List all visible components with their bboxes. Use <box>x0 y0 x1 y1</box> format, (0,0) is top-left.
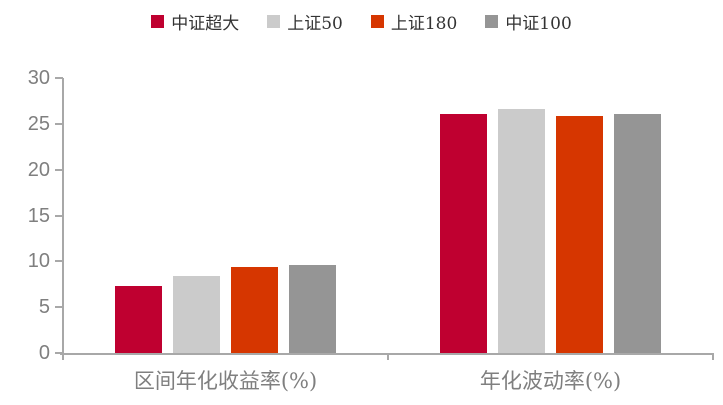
x-category-label: 年化波动率(%) <box>479 369 622 393</box>
legend-label: 中证100 <box>505 13 572 34</box>
y-tick-label: 25 <box>27 112 50 135</box>
y-tick-mark <box>55 214 63 217</box>
bar-group <box>115 78 336 353</box>
legend-label: 中证超大 <box>171 13 240 34</box>
x-boundary-tick <box>62 353 64 360</box>
legend-swatch <box>370 14 384 28</box>
legend-label: 上证50 <box>287 13 343 34</box>
y-tick-label: 15 <box>27 204 50 227</box>
bar-中证100 <box>614 113 661 353</box>
chart-legend: 中证超大 上证50 上证180 中证100 <box>0 8 723 34</box>
bar-group <box>440 78 661 353</box>
legend-item: 上证50 <box>267 9 343 34</box>
bar-中证超大 <box>440 113 487 353</box>
bar-上证50 <box>498 109 545 353</box>
y-tick-mark <box>55 77 63 79</box>
bar-中证超大 <box>115 286 162 353</box>
x-category-label: 区间年化收益率(%) <box>133 369 318 393</box>
legend-swatch <box>267 14 281 28</box>
legend-swatch <box>151 14 165 28</box>
y-tick-mark <box>55 122 63 125</box>
y-tick-mark <box>55 352 63 354</box>
y-tick-label: 5 <box>38 296 50 319</box>
legend-label: 上证180 <box>390 13 458 34</box>
bar-上证180 <box>231 266 278 353</box>
legend-item: 中证超大 <box>151 9 239 34</box>
y-tick-label: 20 <box>27 158 50 181</box>
y-tick-mark <box>55 306 63 309</box>
legend-swatch <box>485 14 499 28</box>
legend-item: 上证180 <box>370 9 458 34</box>
y-tick-mark <box>55 260 63 263</box>
legend-item: 中证100 <box>485 9 572 34</box>
y-tick-label: 10 <box>27 250 50 273</box>
bar-上证180 <box>556 115 603 353</box>
bar-上证50 <box>173 276 220 353</box>
y-tick-mark <box>55 168 63 171</box>
x-boundary-tick <box>712 353 714 360</box>
y-tick-label: 30 <box>27 67 50 89</box>
y-tick-label: 0 <box>38 342 50 364</box>
x-boundary-tick <box>387 353 389 360</box>
y-axis-line <box>62 78 64 355</box>
bar-中证100 <box>289 265 336 353</box>
